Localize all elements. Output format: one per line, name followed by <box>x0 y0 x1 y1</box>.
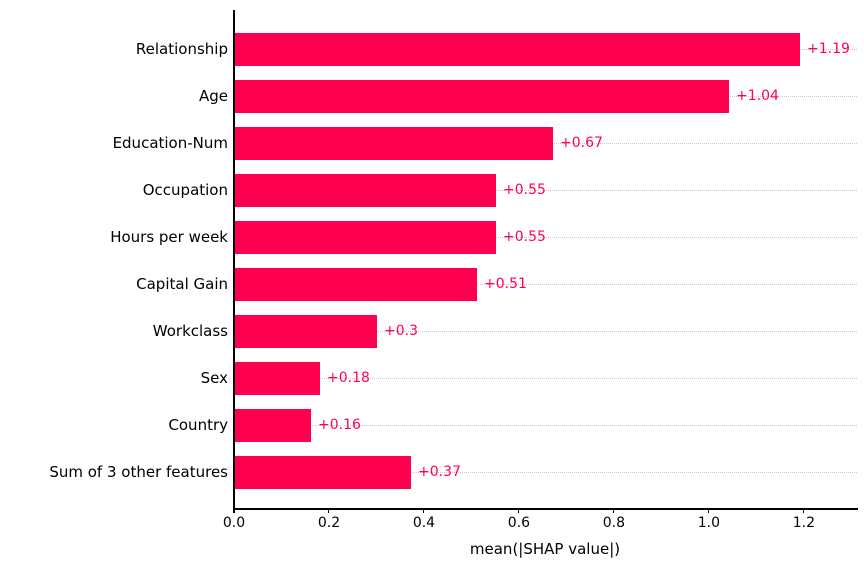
feature-label: Education-Num <box>112 134 228 152</box>
shap-bar <box>235 79 729 113</box>
x-tick-mark <box>422 508 425 513</box>
x-tick-mark <box>612 508 615 513</box>
bar-value-label: +0.37 <box>418 464 461 480</box>
feature-label: Country <box>168 416 228 434</box>
row-gridline <box>233 378 857 379</box>
bar-value-label: +0.51 <box>484 276 527 292</box>
shap-bar <box>235 455 411 489</box>
feature-label: Relationship <box>135 40 228 58</box>
x-tick-label: 0.8 <box>602 515 626 531</box>
x-axis-spine <box>233 508 858 510</box>
shap-bar <box>235 314 377 348</box>
x-tick-label: 1.2 <box>792 515 815 531</box>
shap-bar <box>235 173 496 207</box>
feature-label: Occupation <box>142 181 228 199</box>
y-axis-spine <box>233 10 235 509</box>
x-axis-title: mean(|SHAP value|) <box>469 540 621 558</box>
feature-label: Workclass <box>152 322 228 340</box>
bar-value-label: +1.19 <box>807 41 850 57</box>
x-tick-label: 0.6 <box>507 515 531 531</box>
x-tick-label: 0.0 <box>222 515 246 531</box>
bar-value-label: +0.18 <box>327 370 370 386</box>
shap-bar <box>235 361 320 395</box>
row-gridline <box>233 237 857 238</box>
x-tick-mark <box>802 508 805 513</box>
x-tick-label: 1.0 <box>697 515 721 531</box>
row-gridline <box>233 190 857 191</box>
shap-bar <box>235 126 553 160</box>
bar-value-label: +0.3 <box>384 323 418 339</box>
row-gridline <box>233 472 857 473</box>
bar-value-label: +0.67 <box>560 135 603 151</box>
x-tick-mark <box>517 508 520 513</box>
shap-bar <box>235 408 311 442</box>
bar-value-label: +0.16 <box>318 417 361 433</box>
x-tick-mark <box>327 508 330 513</box>
x-tick-label: 0.2 <box>317 515 341 531</box>
x-tick-mark <box>707 508 710 513</box>
feature-label: Sum of 3 other features <box>49 463 228 481</box>
feature-label: Age <box>198 87 228 105</box>
x-tick-mark <box>233 508 235 513</box>
feature-label: Capital Gain <box>136 275 228 293</box>
bar-value-label: +1.04 <box>736 88 779 104</box>
row-gridline <box>233 284 857 285</box>
feature-label: Sex <box>200 369 228 387</box>
feature-label: Hours per week <box>110 228 228 246</box>
shap-bar <box>235 32 800 66</box>
shap-bar <box>235 267 477 301</box>
row-gridline <box>233 425 857 426</box>
bar-value-label: +0.55 <box>503 182 546 198</box>
shap-bar <box>235 220 496 254</box>
x-tick-label: 0.4 <box>412 515 436 531</box>
bar-value-label: +0.55 <box>503 229 546 245</box>
row-gridline <box>233 331 857 332</box>
